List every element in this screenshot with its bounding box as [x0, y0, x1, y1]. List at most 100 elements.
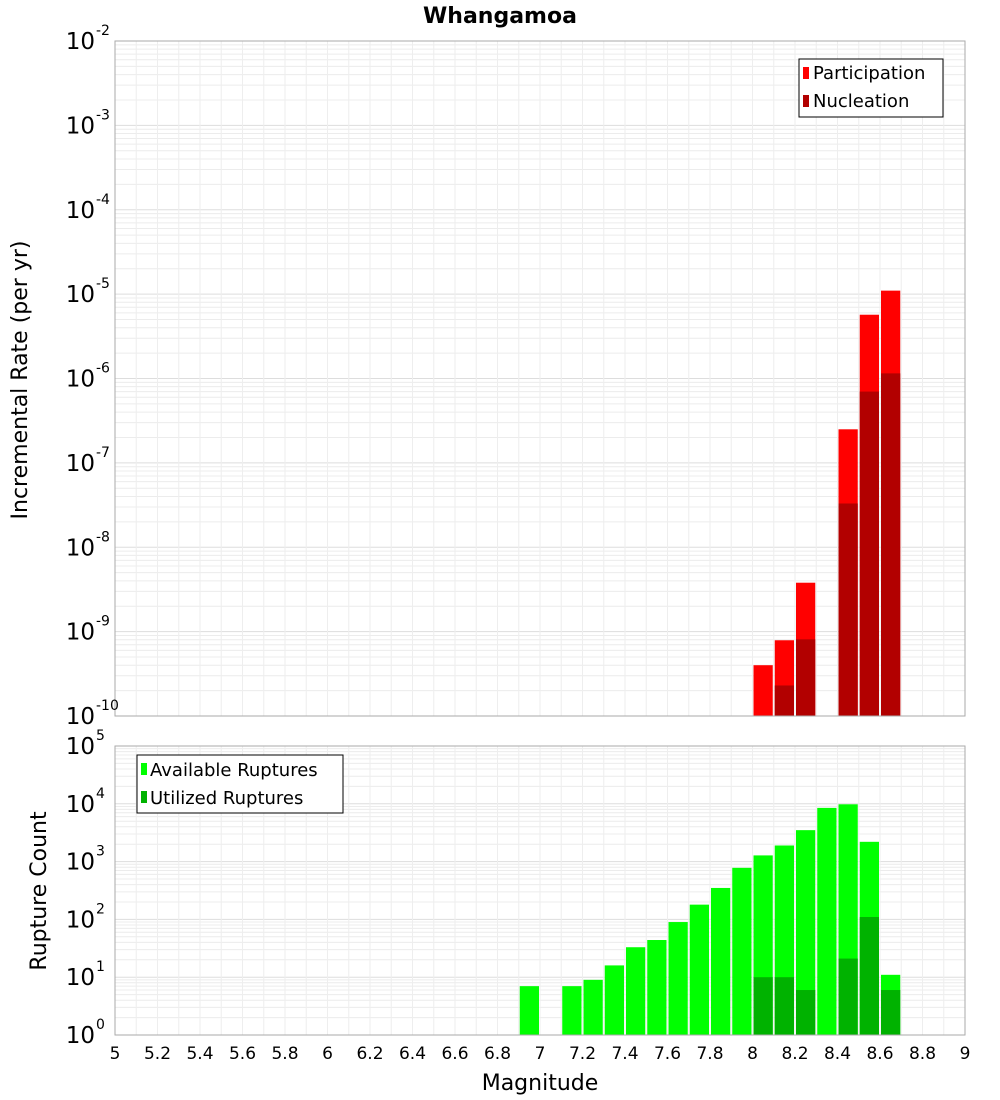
y-tick-label: 10 [66, 367, 95, 393]
x-tick-label: 6.8 [484, 1044, 511, 1064]
x-tick-label: 7.6 [654, 1044, 681, 1064]
rate-legend-box [798, 58, 944, 118]
x-tick-label: 8.2 [781, 1044, 808, 1064]
y-tick-exponent: 3 [96, 844, 105, 860]
x-tick-label: 5.8 [271, 1044, 298, 1064]
y-tick-label: 10 [66, 198, 95, 224]
bar-available-ruptures [689, 904, 709, 1035]
count-bars [519, 804, 901, 1035]
y-tick-exponent: -10 [96, 698, 119, 714]
y-tick-label: 10 [66, 792, 95, 818]
bar-nucleation [774, 685, 794, 716]
rate-gridlines [114, 41, 966, 717]
y-tick-label: 10 [66, 113, 95, 139]
participation-legend-swatch [803, 67, 809, 79]
utilized-legend-label: Utilized Ruptures [150, 788, 303, 809]
x-tick-label: 6.2 [356, 1044, 383, 1064]
bar-available-ruptures [668, 922, 688, 1035]
bar-utilized-ruptures [859, 917, 879, 1035]
y-tick-label: 10 [66, 734, 95, 760]
y-tick-exponent: -5 [96, 276, 110, 292]
x-tick-label: 6.4 [399, 1044, 426, 1064]
bar-utilized-ruptures [753, 977, 773, 1035]
y-tick-label: 10 [66, 907, 95, 933]
bar-utilized-ruptures [838, 958, 858, 1035]
count-legend: Available Ruptures Utilized Ruptures [136, 754, 344, 814]
bar-available-ruptures [519, 986, 539, 1035]
nucleation-legend-swatch [803, 95, 809, 107]
available-legend-swatch [141, 763, 147, 775]
count-plot-border [114, 745, 966, 1036]
y-tick-label: 10 [66, 965, 95, 991]
bar-available-ruptures [604, 965, 624, 1035]
y-tick-exponent: 0 [96, 1017, 105, 1033]
y-tick-label: 10 [66, 535, 95, 561]
rate-bars [753, 290, 901, 716]
y-tick-exponent: -3 [96, 107, 110, 123]
x-tick-label: 5.4 [186, 1044, 213, 1064]
bar-nucleation [838, 503, 858, 716]
y-tick-label: 10 [66, 29, 95, 55]
bar-available-ruptures [562, 986, 582, 1035]
bar-nucleation [859, 391, 879, 716]
x-tick-label: 8.8 [909, 1044, 936, 1064]
rate-legend: Participation Nucleation [798, 58, 944, 118]
x-tick-label: 7.4 [611, 1044, 638, 1064]
rate-plot-border [114, 40, 966, 717]
rate-y-axis-title: Incremental Rate (per yr) [8, 241, 33, 520]
x-tick-label: 5.2 [144, 1044, 171, 1064]
count-legend-box [136, 754, 344, 814]
available-legend-label: Available Ruptures [150, 760, 318, 781]
count-y-axis-title: Rupture Count [27, 811, 52, 971]
bar-available-ruptures [583, 979, 603, 1035]
x-tick-label: 8 [747, 1044, 758, 1064]
chart-title: Whangamoa [423, 4, 577, 29]
bar-available-ruptures [817, 807, 837, 1035]
y-tick-exponent: -9 [96, 614, 110, 630]
bar-available-ruptures [647, 940, 667, 1035]
nucleation-legend-label: Nucleation [813, 91, 909, 112]
x-tick-label: 6.6 [441, 1044, 468, 1064]
x-tick-label: 8.4 [824, 1044, 851, 1064]
y-tick-label: 10 [66, 451, 95, 477]
bar-nucleation [796, 639, 816, 716]
x-tick-label: 7 [535, 1044, 546, 1064]
y-tick-exponent: 1 [96, 959, 105, 975]
y-tick-exponent: -6 [96, 361, 110, 377]
magnitude-x-ticks: 5 5.2 5.4 5.6 5.8 6 6.2 6.4 6.6 6.8 7 7.2 7.4 7.6 7.8 8… [110, 1044, 971, 1064]
y-tick-label: 10 [66, 1023, 95, 1049]
bar-available-ruptures [732, 867, 752, 1035]
bar-utilized-ruptures [796, 990, 816, 1035]
x-axis-title: Magnitude [482, 1071, 599, 1096]
bar-available-ruptures [626, 947, 646, 1035]
bar-participation [753, 665, 773, 716]
bar-utilized-ruptures [774, 977, 794, 1035]
y-tick-exponent: 5 [96, 728, 105, 744]
y-tick-label: 10 [66, 704, 95, 730]
bar-utilized-ruptures [881, 990, 901, 1035]
y-tick-label: 10 [66, 282, 95, 308]
y-tick-exponent: -8 [96, 529, 110, 545]
y-tick-exponent: -4 [96, 192, 110, 208]
bar-available-ruptures [711, 887, 731, 1035]
x-tick-label: 9 [960, 1044, 971, 1064]
y-tick-exponent: 2 [96, 901, 105, 917]
y-tick-exponent: -7 [96, 445, 110, 461]
x-tick-label: 5 [110, 1044, 121, 1064]
x-tick-label: 8.6 [866, 1044, 893, 1064]
x-tick-label: 7.8 [696, 1044, 723, 1064]
participation-legend-label: Participation [813, 63, 925, 84]
y-tick-exponent: -2 [96, 23, 110, 39]
bar-available-ruptures [796, 830, 816, 1035]
x-tick-label: 5.6 [229, 1044, 256, 1064]
y-tick-label: 10 [66, 620, 95, 646]
x-tick-label: 6 [322, 1044, 333, 1064]
x-tick-label: 7.2 [569, 1044, 596, 1064]
y-tick-exponent: 4 [96, 786, 105, 802]
bar-nucleation [881, 373, 901, 716]
